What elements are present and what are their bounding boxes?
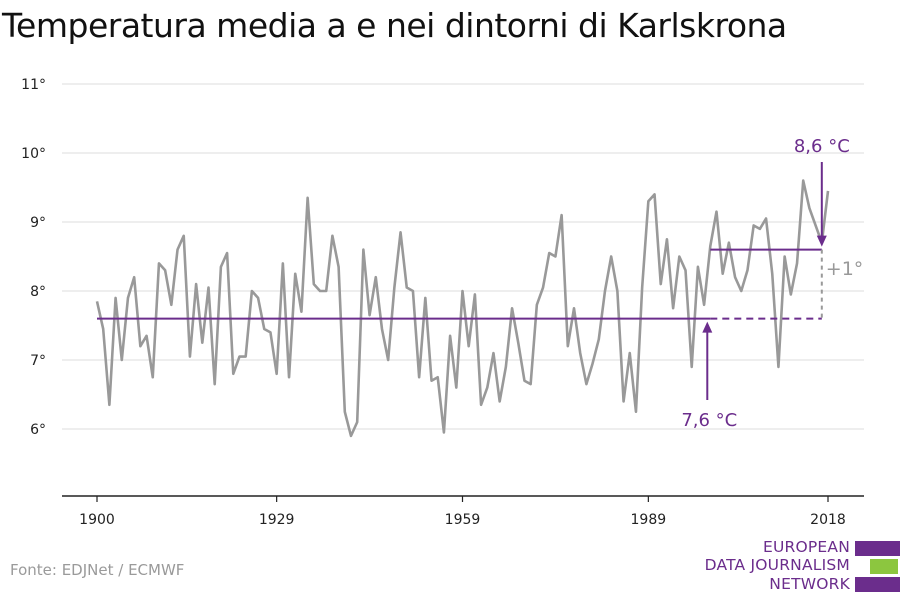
x-tick-label-1900: 1900: [79, 512, 115, 528]
chart-title: Temperatura media a e nei dintorni di Ka…: [2, 6, 787, 45]
y-tick-label-10: 10°: [21, 146, 46, 162]
y-axis-tick-labels: 6° 7° 8° 9° 10° 11°: [21, 77, 46, 438]
logo-line-3: NETWORK: [769, 575, 850, 593]
logo-line-1: EUROPEAN: [762, 538, 850, 556]
y-tick-label-9: 9°: [30, 215, 46, 231]
reference-arrow-head: [702, 321, 713, 333]
x-tick-label-2018: 2018: [810, 512, 846, 528]
edjnet-logo: EUROPEAN DATA JOURNALISM NETWORK: [700, 538, 900, 598]
reference-label: 7,6 °C: [681, 410, 737, 431]
y-tick-label-8: 8°: [30, 284, 46, 300]
x-tick-label-1929: 1929: [259, 512, 295, 528]
x-axis: 1900 1929 1959 1989 2018: [62, 495, 864, 528]
x-tick-label-1989: 1989: [631, 512, 667, 528]
temperature-series-line: [95, 179, 830, 438]
recent-arrow-head: [816, 235, 827, 247]
delta-label: +1°: [826, 258, 864, 280]
grid-lines: [62, 83, 864, 430]
logo-bar-purple-bottom: [855, 577, 900, 592]
annotations: +1° 7,6 °C 8,6 °C: [97, 136, 863, 431]
y-tick-label-11: 11°: [21, 77, 46, 93]
logo-bar-purple-top: [855, 541, 900, 556]
y-tick-label-6: 6°: [30, 422, 46, 438]
recent-average-label: 8,6 °C: [794, 136, 850, 157]
series-layer: [95, 179, 830, 438]
y-tick-label-7: 7°: [30, 353, 46, 369]
source-credit: Fonte: EDJNet / ECMWF: [10, 561, 185, 579]
logo-line-2: DATA JOURNALISM: [704, 556, 850, 574]
x-tick-label-1959: 1959: [445, 512, 481, 528]
logo-bar-green: [870, 559, 898, 574]
